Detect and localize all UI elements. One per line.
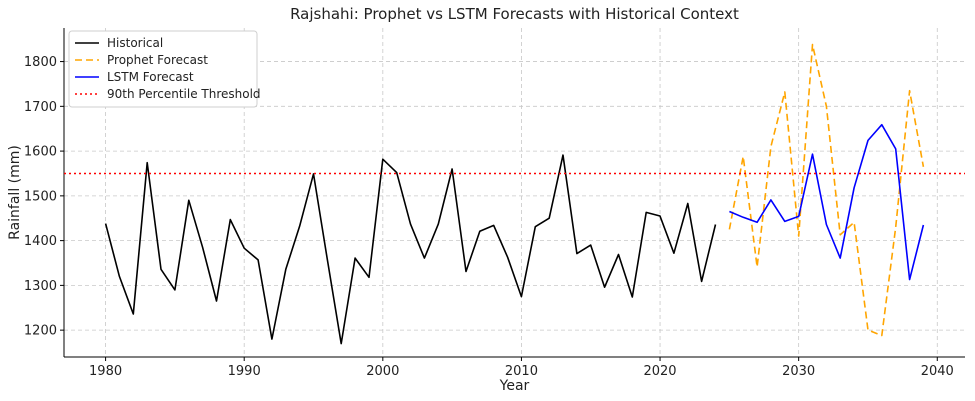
legend-label-prophet-forecast: Prophet Forecast — [107, 53, 208, 67]
legend: Historical Prophet Forecast LSTM Forecast 9… — [68, 30, 261, 108]
lstm-forecast-line — [729, 123, 925, 281]
x-tick-label: 1980 — [89, 364, 122, 379]
legend-label-historical: Historical — [107, 36, 163, 50]
legend-box — [68, 30, 258, 108]
x-tick-label: 2010 — [505, 364, 538, 379]
legend-label-90th-percentile-threshold: 90th Percentile Threshold — [107, 87, 261, 101]
y-tick-label: 1300 — [24, 279, 57, 294]
historical-line — [104, 154, 717, 345]
y-axis-title: Rainfall (mm) — [7, 145, 23, 240]
chart-title: Rajshahi: Prophet vs LSTM Forecasts with… — [290, 5, 739, 23]
x-tick-label: 2040 — [921, 364, 954, 379]
y-tick-label: 1700 — [24, 100, 57, 115]
y-ticks: 1200 1300 1400 1500 1600 1700 1800 — [24, 55, 64, 339]
x-tick-label: 2000 — [366, 364, 399, 379]
x-tick-label: 1990 — [228, 364, 261, 379]
y-tick-label: 1200 — [24, 324, 57, 339]
y-tick-label: 1500 — [24, 189, 57, 204]
y-tick-label: 1400 — [24, 234, 57, 249]
x-ticks: 1980 1990 2000 2010 2020 2030 2040 — [89, 357, 954, 379]
x-tick-label: 2030 — [782, 364, 815, 379]
prophet-forecast-points — [729, 44, 925, 337]
series-group — [64, 43, 965, 345]
legend-label-lstm-forecast: LSTM Forecast — [107, 70, 194, 84]
historical-points — [105, 154, 717, 344]
x-axis-title: Year — [499, 378, 530, 394]
y-tick-label: 1800 — [24, 55, 57, 70]
y-tick-label: 1600 — [24, 145, 57, 160]
prophet-forecast-line — [728, 43, 925, 337]
x-tick-label: 2020 — [643, 364, 676, 379]
